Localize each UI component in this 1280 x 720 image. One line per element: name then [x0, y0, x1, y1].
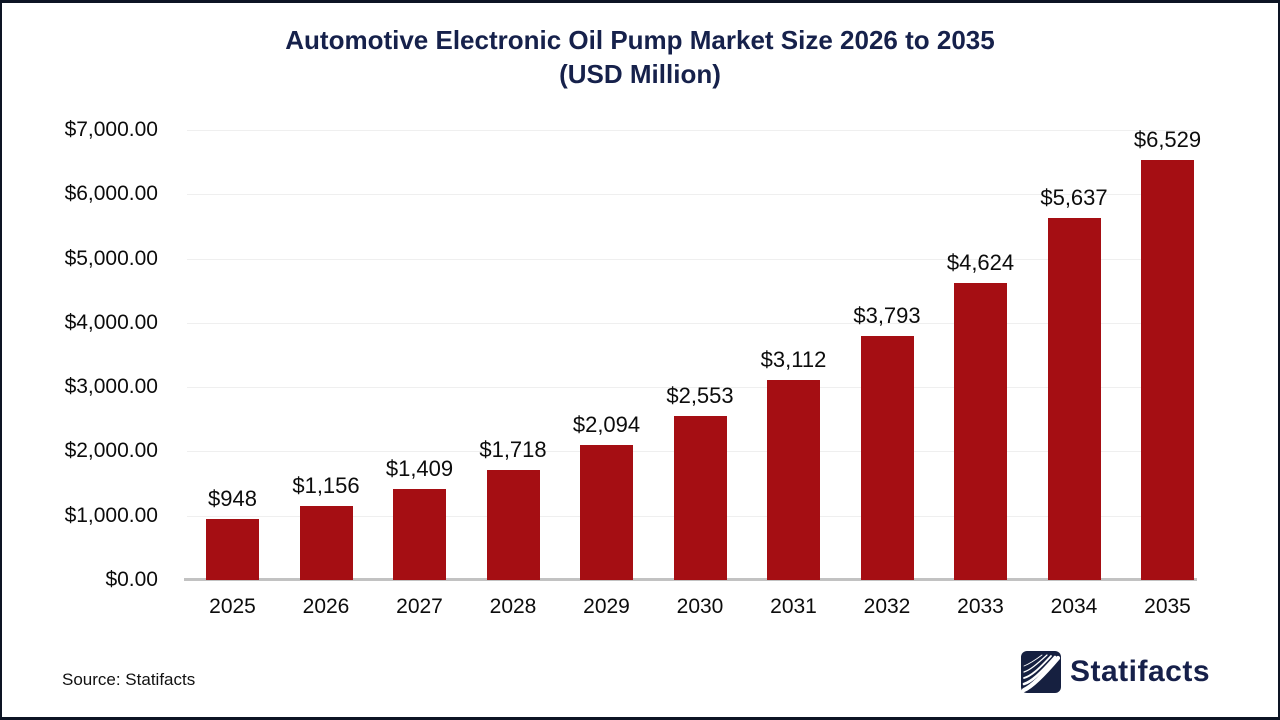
- chart-subtitle: (USD Million): [559, 59, 721, 89]
- bar-value-label: $1,718: [479, 436, 547, 462]
- bar: [673, 415, 727, 580]
- bar: [206, 519, 259, 580]
- brand-name: Statifacts: [1069, 655, 1210, 688]
- x-tick-label: 2027: [396, 595, 443, 618]
- bar-value-label: $6,529: [1133, 127, 1202, 153]
- x-tick-label: 2029: [583, 595, 630, 618]
- y-tick-label: $3,000.00: [64, 375, 158, 399]
- source-note: Source: Statifacts: [62, 670, 196, 689]
- bar-value-label: $2,553: [666, 382, 734, 408]
- bar: [767, 379, 820, 580]
- bar-value-label: $948: [208, 486, 257, 512]
- y-tick-label: $4,000.00: [64, 310, 158, 334]
- y-tick-label: $1,000.00: [64, 503, 158, 527]
- x-tick-label: 2026: [302, 595, 350, 618]
- bar: [580, 445, 633, 580]
- plot-area: [184, 130, 1197, 581]
- x-tick-label: 2025: [209, 595, 256, 618]
- x-tick-label: 2035: [1144, 595, 1191, 618]
- y-tick-label: $6,000.00: [64, 182, 158, 206]
- bar-value-label: $1,156: [292, 472, 360, 498]
- chart-title: Automotive Electronic Oil Pump Market Si…: [285, 25, 995, 55]
- gridline: [187, 258, 1194, 260]
- gridline: [187, 387, 1194, 389]
- bar-value-label: $3,793: [853, 303, 921, 329]
- x-tick-label: 2032: [863, 595, 911, 618]
- bar: [393, 489, 446, 580]
- bar: [299, 505, 353, 580]
- bar: [954, 282, 1007, 580]
- statifacts-wave-icon: [1020, 651, 1061, 693]
- brand-logo: Statifacts: [1020, 651, 1210, 693]
- x-tick-label: 2028: [489, 595, 537, 618]
- bar-value-label: $3,112: [760, 346, 827, 372]
- bar: [860, 336, 914, 580]
- gridline: [187, 322, 1194, 324]
- bar-value-label: $2,094: [572, 412, 641, 438]
- bar-value-label: $5,637: [1040, 184, 1108, 210]
- y-tick-label: $2,000.00: [64, 439, 158, 463]
- bar: [1141, 160, 1194, 580]
- gridline: [187, 194, 1194, 196]
- y-tick-label: $5,000.00: [64, 246, 158, 270]
- bar-value-label: $1,409: [385, 456, 454, 482]
- x-tick-label: 2034: [1050, 595, 1098, 618]
- y-tick-label: $0.00: [105, 568, 158, 591]
- x-tick-label: 2030: [676, 595, 724, 618]
- x-tick-label: 2031: [770, 595, 817, 618]
- gridline: [187, 130, 1194, 131]
- chart-title-block: Automotive Electronic Oil Pump Market Si…: [2, 23, 1278, 91]
- x-tick-label: 2033: [957, 595, 1004, 618]
- bar: [486, 469, 540, 580]
- bar: [1047, 217, 1101, 580]
- y-tick-label: $7,000.00: [64, 118, 158, 141]
- bar-value-label: $4,624: [946, 249, 1015, 275]
